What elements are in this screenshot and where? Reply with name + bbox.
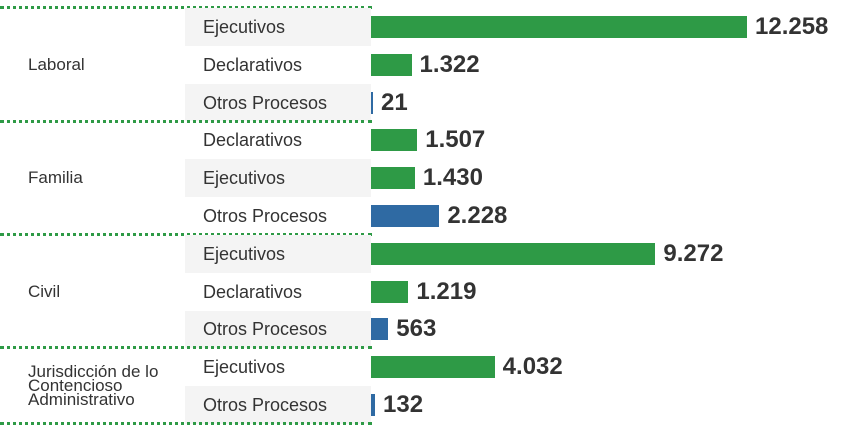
row-label: Ejecutivos [203,17,286,37]
row-label: Declarativos [203,130,303,151]
row-label: Declarativos [203,54,303,75]
group-separator [0,232,372,236]
group-label: Familia [28,168,83,188]
group-label: Civil [28,281,61,301]
bar [371,16,747,38]
bar [371,242,656,265]
group-separator [0,421,372,425]
row-label: Declarativos [203,281,303,302]
row-label: Ejecutivos [203,243,286,264]
value-label: 9.272 [663,239,724,267]
value-label: 4.032 [502,353,563,381]
row-stripe [185,159,371,198]
bar [371,167,415,190]
value-label: 563 [396,315,437,343]
value-label: 1.430 [422,164,483,192]
bar [371,318,389,341]
row-stripe [185,234,371,273]
row-label: Otros Procesos [203,395,328,415]
row-stripe [185,386,371,424]
value-label: 1.322 [419,50,480,78]
group-label: Jurisdicción de lo Contencioso Administr… [28,362,159,410]
row-label: Otros Procesos [203,319,328,340]
value-label: 21 [381,88,408,116]
row-stripe [185,83,371,122]
row-label: Otros Procesos [203,92,328,113]
group-separator [0,6,372,10]
row-label: Otros Procesos [203,206,328,226]
bar [371,280,409,303]
value-label: 12.258 [755,13,829,40]
value-label: 1.219 [416,277,477,305]
bar [371,394,376,416]
row-label: Ejecutivos [203,357,286,378]
bar [371,91,373,114]
bar [371,53,412,76]
group-separator [0,346,372,350]
bar [371,129,418,152]
group-separator [0,119,372,123]
row-stripe [185,8,371,46]
row-label: Ejecutivos [203,168,286,189]
value-label: 2.228 [447,202,508,229]
group-label: Laboral [28,54,85,74]
row-stripe [185,310,371,349]
bar [371,356,495,379]
bar [371,205,440,227]
value-label: 132 [383,391,424,418]
value-label: 1.507 [425,126,486,154]
